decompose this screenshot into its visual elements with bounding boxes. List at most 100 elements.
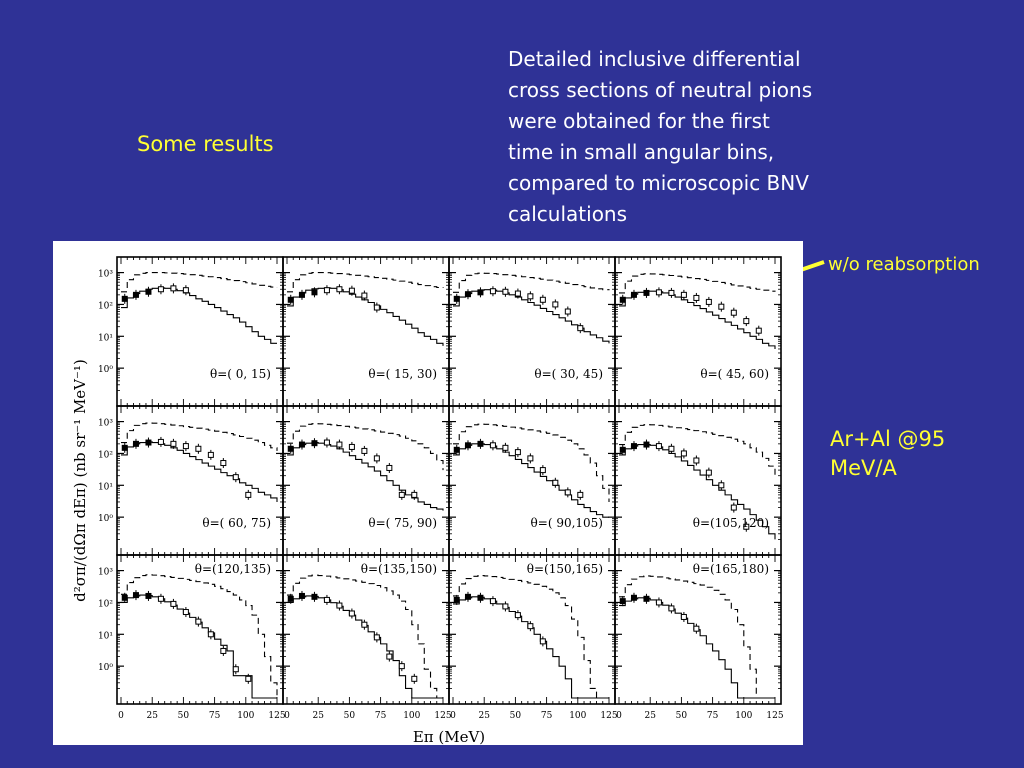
data-point [207, 631, 214, 638]
series-without-reabsorption [453, 423, 610, 502]
y-axis-label: d²σπ/(dΩπ dEπ) (nb sr⁻¹ MeV⁻¹) [71, 359, 89, 602]
data-point [477, 440, 484, 447]
series-without-reabsorption [287, 272, 444, 293]
x-tick-label: 75 [375, 711, 387, 721]
data-point [361, 447, 368, 454]
data-point [693, 294, 700, 301]
description-line: calculations [508, 202, 628, 226]
data-point [157, 438, 164, 445]
series-with-reabsorption [287, 595, 443, 699]
data-point [311, 440, 318, 447]
panel-angle-label: θ=(120,135) [195, 562, 271, 576]
series-without-reabsorption [287, 423, 444, 471]
data-point [564, 308, 571, 315]
series-with-reabsorption [619, 444, 776, 540]
data-point [121, 444, 128, 451]
series-without-reabsorption [453, 272, 610, 293]
x-tick-label: 75 [707, 711, 719, 721]
panel-angle-label: θ=( 45, 60) [700, 367, 769, 381]
y-tick-label: 10² [98, 450, 113, 460]
x-tick-label: 25 [644, 711, 656, 721]
data-point [680, 450, 687, 457]
data-point [643, 595, 650, 602]
data-point [527, 623, 534, 630]
y-tick-label: 10⁰ [98, 514, 113, 524]
data-point [398, 491, 405, 498]
data-point [680, 291, 687, 298]
series-with-reabsorption [619, 597, 775, 699]
cross-section-figure: θ=( 0, 15) 10³ 10² 10¹ 10⁰ θ=( 15, 30) θ=( 30,… [53, 241, 803, 745]
series-without-reabsorption [619, 273, 776, 294]
description-line: were obtained for the first [508, 109, 770, 133]
panel-frame [614, 405, 782, 556]
data-point [489, 288, 496, 295]
description-line: cross sections of neutral pions [508, 78, 813, 102]
data-point [453, 295, 460, 302]
data-point [705, 298, 712, 305]
data-point [411, 491, 418, 498]
series-without-reabsorption [287, 574, 443, 699]
data-point [655, 289, 662, 296]
data-point [170, 440, 177, 447]
data-point [157, 286, 164, 293]
data-point [453, 446, 460, 453]
data-point [514, 449, 521, 456]
reaction-label: Ar+Al @95 MeV/A [830, 425, 945, 483]
x-tick-label: 0 [118, 711, 124, 721]
data-point [693, 457, 700, 464]
panel-angle-label: θ=(165,180) [693, 562, 769, 576]
x-tick-label: 50 [510, 711, 522, 721]
series-with-reabsorption [121, 594, 277, 699]
description-text: Detailed inclusive differential cross se… [508, 44, 888, 230]
data-point [232, 474, 239, 481]
panel-angle-label: θ=( 75, 90) [368, 516, 437, 530]
data-point [323, 287, 330, 294]
panel-angle-label: θ=(135,150) [361, 562, 437, 576]
x-tick-label: 0 [450, 711, 456, 721]
data-point [619, 446, 626, 453]
reabsorption-annotation: w/o reabsorption [828, 254, 980, 275]
data-point [552, 301, 559, 308]
y-tick-label: 10³ [98, 419, 113, 429]
data-point [539, 638, 546, 645]
data-point [386, 464, 393, 471]
x-axis-label: Eπ (MeV) [413, 728, 485, 745]
data-point [220, 460, 227, 467]
data-point [132, 440, 139, 447]
x-tick-label: 100 [735, 711, 752, 721]
data-point [145, 439, 152, 446]
series-with-reabsorption [121, 287, 277, 344]
data-point [182, 609, 189, 616]
x-tick-label: 50 [676, 711, 688, 721]
data-point [386, 653, 393, 660]
data-point [220, 647, 227, 654]
x-tick-label: 25 [146, 711, 158, 721]
data-point [730, 309, 737, 316]
x-tick-label: 0 [284, 711, 290, 721]
x-tick-label: 125 [434, 711, 451, 721]
data-point [373, 455, 380, 462]
panel-angle-label: θ=( 0, 15) [210, 367, 271, 381]
x-tick-label: 100 [237, 711, 254, 721]
data-point [502, 288, 509, 295]
panel-angle-label: θ=(150,165) [527, 562, 603, 576]
data-point [643, 441, 650, 448]
data-point [182, 287, 189, 294]
data-point [323, 596, 330, 603]
data-point [643, 289, 650, 296]
data-point [323, 439, 330, 446]
data-point [311, 593, 318, 600]
panel-frame [614, 554, 782, 705]
x-tick-label: 75 [209, 711, 221, 721]
series-with-reabsorption [453, 596, 609, 699]
data-point [287, 445, 294, 452]
data-point [336, 286, 343, 293]
data-point [680, 613, 687, 620]
x-tick-label: 50 [344, 711, 356, 721]
data-point [502, 603, 509, 610]
data-point [577, 491, 584, 498]
data-point [287, 296, 294, 303]
y-tick-label: 10³ [98, 568, 113, 578]
data-point [298, 592, 305, 599]
data-point [477, 289, 484, 296]
